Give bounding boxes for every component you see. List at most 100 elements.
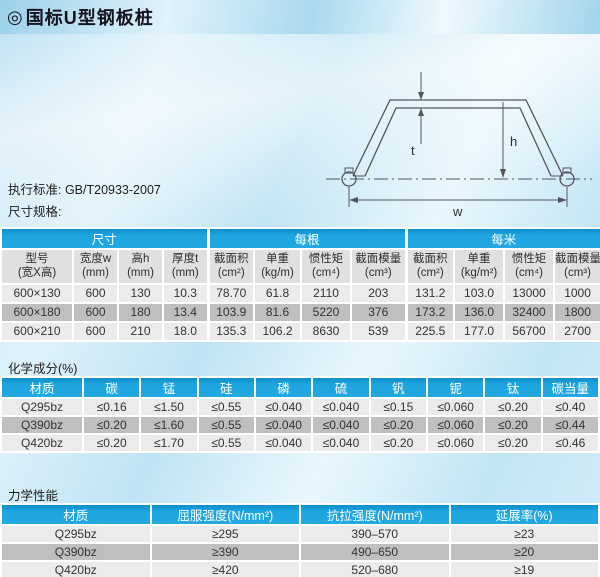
- cell: 2110: [300, 282, 353, 304]
- col-header-width: 宽度w (mm): [72, 248, 119, 285]
- chem-header-phosphorus: 磷: [253, 376, 314, 399]
- cell: ≥23: [448, 524, 600, 544]
- group-header-per-meter: 每米: [404, 227, 600, 250]
- cell: 61.8: [253, 282, 303, 304]
- cell: 1000: [553, 282, 600, 304]
- t-arrow-top-head: [418, 92, 424, 100]
- cell: 600×210: [0, 320, 74, 342]
- cell: ≤0.16: [81, 397, 142, 417]
- group-header-per-piece: 每根: [206, 227, 408, 250]
- mech-header-yield-strength: 屈服强度(N/mm²): [149, 503, 301, 526]
- col-unit: (cm²): [217, 267, 245, 280]
- cell: 13000: [503, 282, 556, 304]
- cell: ≥20: [448, 542, 600, 562]
- chem-header-silicon: 硅: [196, 376, 256, 399]
- cell: 225.5: [404, 320, 456, 342]
- col-header-inertia-meter: 惯性矩 (cm⁴): [503, 248, 556, 285]
- cell: ≤0.20: [483, 415, 543, 435]
- chem-header-carbon: 碳: [81, 376, 142, 399]
- col-unit: (cm²): [416, 267, 444, 280]
- cell: 600×180: [0, 301, 74, 323]
- col-header-weight-meter: 单重 (kg/m²): [453, 248, 506, 285]
- cell: ≤0.040: [311, 415, 371, 435]
- cell: 135.3: [206, 320, 256, 342]
- cell: 131.2: [404, 282, 456, 304]
- cell: ≤0.40: [540, 397, 600, 417]
- table-row: 600×130 600 130 10.3 78.70 61.8 2110 203…: [0, 282, 600, 304]
- right-interlock-tab: [562, 167, 572, 174]
- cell: ≤1.70: [139, 433, 199, 453]
- col-name: 截面模量: [555, 253, 600, 265]
- cell: 177.0: [453, 320, 506, 342]
- chem-header-carbon-equivalent: 碳当量: [540, 376, 600, 399]
- cell: ≥420: [149, 560, 301, 577]
- page-header: ◎ 国标U型钢板桩: [0, 0, 600, 34]
- profile-inner-line: [364, 107, 552, 177]
- cell: Q295bz: [0, 524, 152, 544]
- cell: 10.3: [161, 282, 210, 304]
- col-name: 单重: [467, 253, 491, 265]
- col-header-weight-piece: 单重 (kg/m): [253, 248, 303, 285]
- cell: ≤0.040: [253, 433, 314, 453]
- cell: ≤0.040: [311, 433, 371, 453]
- cell: ≤1.60: [139, 415, 199, 435]
- w-arrow-right-head: [558, 197, 567, 203]
- w-dimension-label: w: [452, 204, 463, 219]
- cell: 173.2: [404, 301, 456, 323]
- col-unit: (cm⁴): [312, 267, 340, 280]
- left-interlock-tab: [344, 167, 354, 174]
- col-header-thickness: 厚度t (mm): [161, 248, 210, 285]
- table-row: Q390bz ≥390 490–650 ≥20: [0, 542, 600, 562]
- col-header-inertia-piece: 惯性矩 (cm⁴): [300, 248, 353, 285]
- cell: ≤0.20: [368, 433, 428, 453]
- col-name: 惯性矩: [511, 253, 547, 265]
- cell: 600×130: [0, 282, 74, 304]
- cell: 210: [117, 320, 164, 342]
- cell: 600: [72, 320, 119, 342]
- cell: Q390bz: [0, 415, 84, 435]
- col-name: 截面模量: [355, 253, 402, 265]
- page-title: 国标U型钢板桩: [25, 8, 154, 28]
- table-row: Q295bz ≤0.16 ≤1.50 ≤0.55 ≤0.040 ≤0.040 ≤…: [0, 397, 600, 417]
- col-name: 单重: [266, 253, 290, 265]
- cell: 490–650: [299, 542, 451, 562]
- chem-header-sulfur: 硫: [311, 376, 371, 399]
- cell: 78.70: [206, 282, 256, 304]
- table-row: 600×180 600 180 13.4 103.9 81.6 5220 376…: [0, 301, 600, 323]
- cell: Q420bz: [0, 433, 84, 453]
- chemical-section-label: 化学成分(%): [8, 362, 78, 376]
- cell: 203: [350, 282, 408, 304]
- table-row: Q420bz ≤0.20 ≤1.70 ≤0.55 ≤0.040 ≤0.040 ≤…: [0, 433, 600, 453]
- h-arrow-head: [500, 169, 506, 178]
- cell: ≤0.20: [483, 397, 543, 417]
- mechanical-properties-table: 材质 屈服强度(N/mm²) 抗拉强度(N/mm²) 延展率(%) Q295bz…: [0, 503, 600, 577]
- cell: 539: [350, 320, 408, 342]
- cell: 600: [72, 282, 119, 304]
- chemical-composition-table: 材质 碳 锰 硅 磷 硫 钒 铌 钛 碳当量 Q295bz ≤0.16 ≤1.5…: [0, 376, 600, 453]
- table-row: Q295bz ≥295 390–570 ≥23: [0, 524, 600, 544]
- cell: ≤0.55: [196, 397, 256, 417]
- cell: ≤0.55: [196, 415, 256, 435]
- cell: 5220: [300, 301, 353, 323]
- cell: 103.0: [453, 282, 506, 304]
- cell: ≤0.040: [311, 397, 371, 417]
- cell: 180: [117, 301, 164, 323]
- table-row: Q390bz ≤0.20 ≤1.60 ≤0.55 ≤0.040 ≤0.040 ≤…: [0, 415, 600, 435]
- col-unit: (mm): [127, 267, 154, 280]
- cell: 81.6: [253, 301, 303, 323]
- chem-header-manganese: 锰: [139, 376, 199, 399]
- cell: ≤0.060: [425, 433, 486, 453]
- w-arrow-left-head: [349, 197, 358, 203]
- cell: ≥390: [149, 542, 301, 562]
- cell: 1800: [553, 301, 600, 323]
- chem-header-niobium: 铌: [425, 376, 486, 399]
- profile-outer-line: [352, 99, 564, 177]
- col-unit: (kg/m): [261, 267, 294, 280]
- table-row: 600×210 600 210 18.0 135.3 106.2 8630 53…: [0, 320, 600, 342]
- col-name: 截面积: [413, 253, 448, 265]
- standard-label: 执行标准: GB/T20933-2007: [8, 183, 161, 197]
- mech-header-elongation: 延展率(%): [448, 503, 600, 526]
- col-name: 厚度t: [172, 253, 199, 265]
- double-circle-icon: ◎: [7, 7, 23, 27]
